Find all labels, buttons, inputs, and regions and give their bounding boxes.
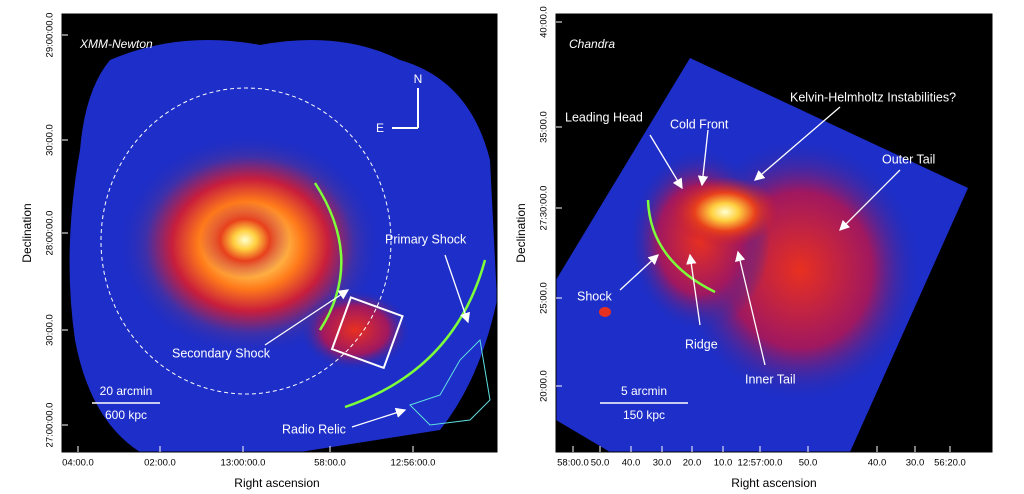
y-tick-label: 28:00:00.0 xyxy=(45,211,56,256)
scale-physical: 600 kpc xyxy=(105,408,147,422)
ticks: 29:00:00.0 30:00.0 28:00:00.0 30:00.0 27:00:… xyxy=(45,6,966,468)
x-tick-label: 13:00:00.0 xyxy=(221,458,266,469)
frame xyxy=(555,13,993,453)
x-tick-label: 20.0 xyxy=(683,458,702,469)
x-tick-label: 56:20.0 xyxy=(934,458,966,469)
x-tick-label: 40.0 xyxy=(868,458,887,469)
annotation: Ridge xyxy=(685,337,718,351)
y-axis-label: Declination xyxy=(20,203,34,262)
annotation: Primary Shock xyxy=(385,232,467,246)
y-tick-label: 27:30:00.0 xyxy=(539,186,550,231)
annotation: Outer Tail xyxy=(882,152,935,166)
compass-east: E xyxy=(376,121,384,135)
chandra-image xyxy=(556,14,992,452)
x-tick-label: 50.0 xyxy=(799,458,818,469)
x-axis-label: Right ascension xyxy=(731,476,816,490)
compass-north: N xyxy=(414,72,423,86)
x-tick-label: 50.0 xyxy=(591,458,610,469)
x-tick-label: 02:00.0 xyxy=(144,458,176,469)
annotation: Inner Tail xyxy=(745,372,796,386)
x-tick-label: 40.0 xyxy=(622,458,641,469)
x-tick-label: 12:56:00.0 xyxy=(391,458,436,469)
xmm-image xyxy=(62,14,497,452)
x-tick-label: 58:00.0 xyxy=(314,458,346,469)
y-tick-label: 40:00.0 xyxy=(539,6,550,38)
y-tick-label: 20:00.0 xyxy=(539,370,550,402)
x-tick-label: 12:57:00.0 xyxy=(738,458,783,469)
x-axis-label: Right ascension xyxy=(234,476,319,490)
x-tick-label: 30.0 xyxy=(653,458,672,469)
annotation: Secondary Shock xyxy=(172,346,271,360)
arrows xyxy=(92,106,901,428)
y-tick-label: 29:00:00.0 xyxy=(45,13,56,58)
annotation: Leading Head xyxy=(565,110,643,124)
panel-title: Chandra xyxy=(569,37,615,51)
y-tick-label: 27:00:00.0 xyxy=(45,403,56,448)
y-tick-label: 25:00.0 xyxy=(539,282,550,314)
annotation: Cold Front xyxy=(670,117,729,131)
scale-angular: 5 arcmin xyxy=(621,384,667,398)
y-tick-label: 30:00.0 xyxy=(45,314,56,346)
y-tick-label: 30:00.0 xyxy=(45,124,56,156)
x-tick-label: 10.0 xyxy=(714,458,733,469)
y-axis-label: Declination xyxy=(514,203,528,262)
x-tick-label: 04:00.0 xyxy=(62,458,94,469)
y-tick-label: 35:00.0 xyxy=(539,111,550,143)
annotation: Radio Relic xyxy=(282,422,346,436)
panel-title: XMM-Newton xyxy=(79,37,153,51)
scale-physical: 150 kpc xyxy=(623,408,665,422)
x-tick-label: 30.0 xyxy=(906,458,925,469)
annotation: Kelvin-Helmholtz Instabilities? xyxy=(790,90,956,104)
scale-angular: 20 arcmin xyxy=(100,384,153,398)
x-tick-label: 58:00.0 xyxy=(557,458,589,469)
annotation: Shock xyxy=(577,289,612,303)
